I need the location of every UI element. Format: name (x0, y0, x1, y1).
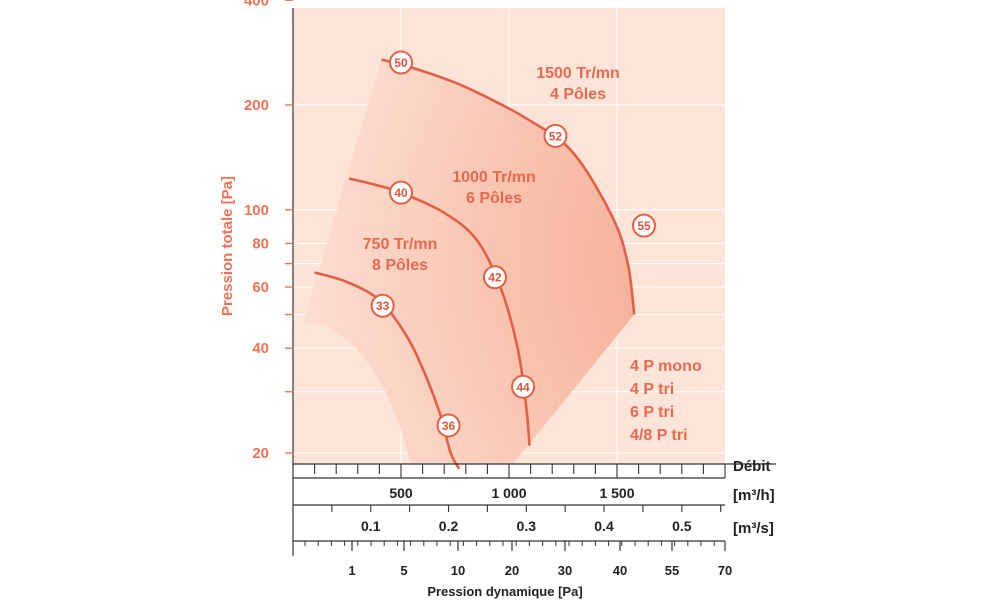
noise-marker-label: 40 (394, 186, 408, 200)
flow-unit-m3h: [m³/h] (733, 487, 775, 504)
curve-label-poles: 6 Pôles (466, 190, 522, 207)
noise-marker-label: 52 (549, 129, 563, 143)
m3s-tick-label: 0.4 (594, 518, 614, 534)
noise-marker (389, 50, 413, 75)
noise-marker (482, 265, 507, 290)
noise-markers: 50 52 55 40 42 44 33 36 (370, 50, 656, 438)
noise-marker-label: 36 (442, 419, 456, 433)
y-tick-label: 400 (244, 0, 269, 9)
flow-unit-m3s: [m³/s] (733, 520, 774, 537)
dyn-tick-label: 40 (613, 563, 627, 578)
m3h-tick-label: 1 500 (599, 485, 634, 501)
y-tick-label: 60 (252, 279, 269, 296)
m3s-tick-label: 0.2 (439, 518, 459, 534)
y-tick-label: 100 (244, 202, 269, 219)
y-tick-label: 80 (252, 235, 269, 252)
m3h-tick-label: 500 (389, 485, 413, 501)
x-axis-label: Pression dynamique [Pa] (427, 584, 582, 599)
curve-label-poles: 4 Pôles (550, 86, 606, 103)
m3s-tick-label: 0.1 (361, 518, 381, 534)
dyn-tick-label: 1 (348, 563, 355, 578)
noise-marker-label: 42 (488, 271, 502, 285)
motor-variant: 6 P tri (630, 404, 674, 421)
curve-label-speed: 750 Tr/mn (363, 236, 438, 253)
noise-marker (389, 180, 413, 205)
noise-marker (370, 293, 395, 318)
flow-label: Débit (733, 458, 771, 475)
motor-variant: 4 P tri (630, 381, 674, 398)
y-tick-label: 40 (252, 340, 269, 357)
dyn-tick-label: 10 (451, 563, 465, 578)
bottom-scales: 500 1 000 1 500 0.1 0.2 0.3 0.4 0.5 1 5 10 20 30 40 55… (292, 463, 776, 578)
motor-variants: 4 P mono 4 P tri 6 P tri 4/8 P tri (630, 358, 702, 444)
y-axis-label: Pression totale [Pa] (219, 176, 236, 316)
noise-marker-label: 55 (637, 219, 651, 233)
curve-label-speed: 1000 Tr/mn (452, 169, 536, 186)
dyn-tick-label: 70 (718, 563, 732, 578)
noise-marker-label: 44 (516, 380, 530, 394)
dyn-tick-label: 5 (400, 563, 407, 578)
y-axis: 400 200 100 80 60 40 20 (244, 0, 294, 464)
dyn-tick-label: 20 (505, 563, 519, 578)
motor-variant: 4 P mono (630, 358, 702, 375)
noise-marker (543, 123, 568, 148)
dyn-tick-label: 55 (665, 563, 679, 578)
noise-marker (511, 374, 536, 399)
motor-variant: 4/8 P tri (630, 427, 688, 444)
noise-marker-label: 50 (394, 56, 408, 70)
noise-marker-label: 33 (376, 299, 390, 313)
m3s-tick-label: 0.3 (517, 518, 537, 534)
y-tick-label: 200 (244, 97, 269, 114)
m3h-tick-label: 1 000 (491, 485, 526, 501)
curve-labels: 1500 Tr/mn 4 Pôles 1000 Tr/mn 6 Pôles 750 Tr… (363, 65, 620, 274)
curve-750 (314, 271, 461, 470)
noise-marker (632, 213, 656, 238)
curve-label-speed: 1500 Tr/mn (536, 65, 620, 82)
operating-zone (303, 59, 635, 464)
y-tick-label: 20 (252, 445, 269, 462)
noise-marker (436, 413, 461, 438)
m3s-tick-label: 0.5 (672, 518, 692, 534)
dyn-tick-label: 30 (558, 563, 572, 578)
curve-label-poles: 8 Pôles (372, 257, 428, 274)
